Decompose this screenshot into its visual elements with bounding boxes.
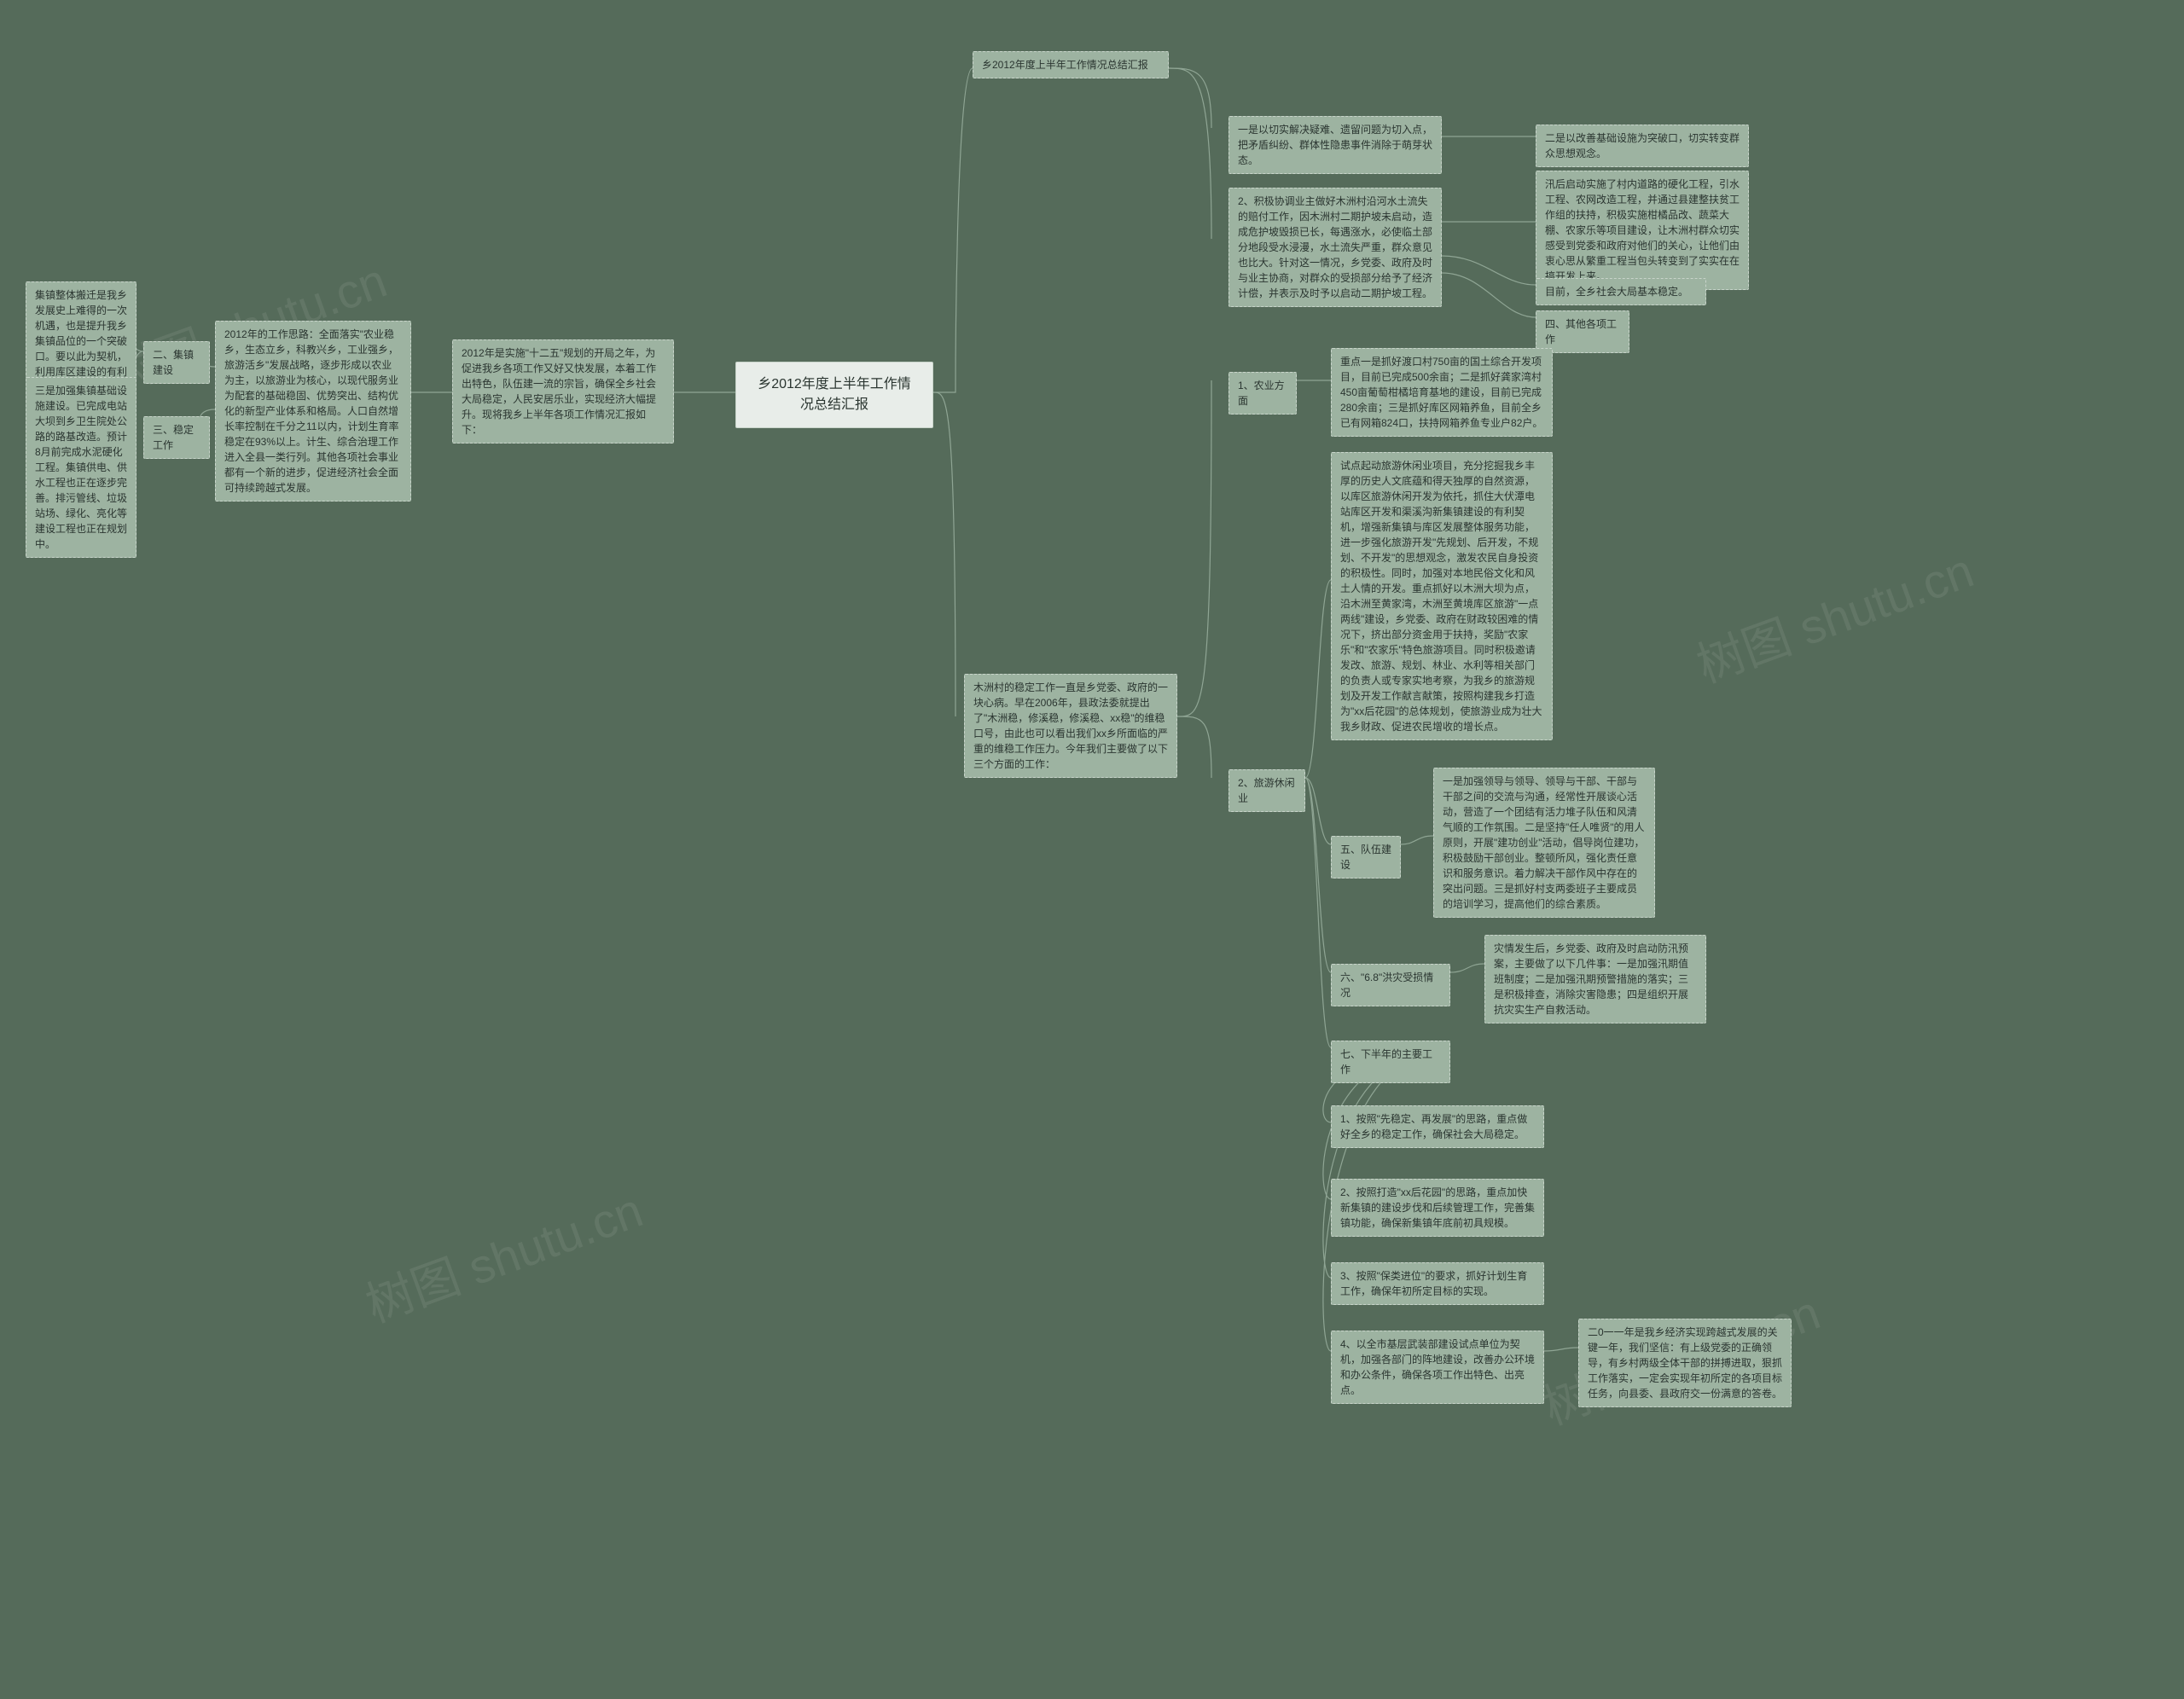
s1-detail[interactable]: 重点一是抓好渡口村750亩的国土综合开发项目，目前已完成500余亩；二是抓好龚家… (1331, 348, 1553, 437)
sec2-b[interactable]: 三是加强集镇基础设施建设。已完成电站大坝到乡卫生院处公路的路基改造。预计8月前完… (26, 377, 136, 558)
s7-label[interactable]: 七、下半年的主要工作 (1331, 1041, 1450, 1083)
task-1[interactable]: 1、按照"先稳定、再发展"的思路，重点做好全乡的稳定工作，确保社会大局稳定。 (1331, 1105, 1544, 1148)
task-4[interactable]: 4、以全市基层武装部建设试点单位为契机，加强各部门的阵地建设，改善办公环境和办公… (1331, 1331, 1544, 1404)
watermark-3: 树图 shutu.cn (355, 1172, 651, 1336)
intro-node[interactable]: 2012年是实施"十二五"规划的开局之年，为促进我乡各项工作又好又快发展，本着工… (452, 339, 674, 444)
r2-now[interactable]: 目前，全乡社会大局基本稳定。 (1536, 278, 1706, 305)
mindmap-connections (0, 0, 2184, 1699)
s2-label[interactable]: 2、旅游休闲业 (1228, 769, 1305, 812)
r2-detail[interactable]: 汛后启动实施了村内道路的硬化工程，引水工程、农网改造工程，并通过县建整扶贫工作组… (1536, 171, 1749, 290)
sec2-label[interactable]: 二、集镇建设 (143, 341, 210, 384)
title-repeat[interactable]: 乡2012年度上半年工作情况总结汇报 (973, 51, 1169, 78)
s6-label[interactable]: 六、"6.8"洪灾受损情况 (1331, 964, 1450, 1006)
root-node[interactable]: 乡2012年度上半年工作情况总结汇报 (735, 362, 933, 428)
l2-summary[interactable]: 2012年的工作思路：全面落实"农业稳乡，生态立乡，科教兴乡，工业强乡，旅游活乡… (215, 321, 411, 502)
s5-label[interactable]: 五、队伍建设 (1331, 836, 1401, 878)
s1-label[interactable]: 1、农业方面 (1228, 372, 1297, 415)
task-4-extra[interactable]: 二0一一年是我乡经济实现跨越式发展的关键一年，我们坚信：有上级党委的正确领导，有… (1578, 1319, 1792, 1407)
r2-cooperate[interactable]: 2、积极协调业主做好木洲村沿河水土流失的赔付工作，因木洲村二期护坡未启动，造成危… (1228, 188, 1442, 307)
task-2[interactable]: 2、按照打造"xx后花园"的思路，重点加快新集镇的建设步伐和后续管理工作，完善集… (1331, 1179, 1544, 1237)
mubuzhou[interactable]: 木洲村的稳定工作一直是乡党委、政府的一块心病。早在2006年，县政法委就提出了"… (964, 674, 1177, 778)
r2-item2[interactable]: 二是以改善基础设施为突破口，切实转变群众思想观念。 (1536, 125, 1749, 167)
task-3[interactable]: 3、按照"保类进位"的要求，抓好计划生育工作，确保年初所定目标的实现。 (1331, 1262, 1544, 1305)
sec4-label[interactable]: 四、其他各项工作 (1536, 310, 1629, 353)
sec3-label[interactable]: 三、稳定工作 (143, 416, 210, 459)
watermark-2: 树图 shutu.cn (1686, 532, 1982, 696)
s5-detail[interactable]: 一是加强领导与领导、领导与干部、干部与干部之间的交流与沟通，经常性开展谈心活动，… (1433, 768, 1655, 918)
r2-item1[interactable]: 一是以切实解决疑难、遗留问题为切入点，把矛盾纠纷、群体性隐患事件消除于萌芽状态。 (1228, 116, 1442, 174)
s2-detail[interactable]: 试点起动旅游休闲业项目，充分挖掘我乡丰厚的历史人文底蕴和得天独厚的自然资源，以库… (1331, 452, 1553, 740)
s6-detail[interactable]: 灾情发生后，乡党委、政府及时启动防汛预案，主要做了以下几件事：一是加强汛期值班制… (1484, 935, 1706, 1023)
